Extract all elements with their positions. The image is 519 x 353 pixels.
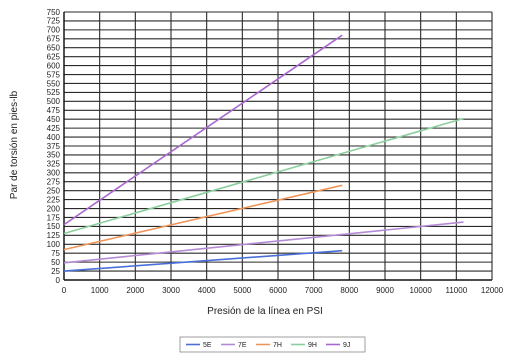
x-tick-label: 5000 [233, 286, 251, 295]
y-tick-label: 275 [47, 178, 61, 187]
y-tick-label: 500 [47, 97, 61, 106]
x-tick-label: 1000 [91, 286, 109, 295]
x-tick-label: 9000 [376, 286, 394, 295]
x-tick-label: 11000 [446, 286, 468, 295]
y-tick-label: 475 [47, 106, 61, 115]
y-tick-label: 150 [47, 222, 61, 231]
y-axis-label: Par de torsión en pies-lb [9, 90, 20, 199]
y-tick-label: 650 [47, 44, 61, 53]
x-tick-label: 10000 [410, 286, 433, 295]
y-tick-label: 200 [47, 204, 61, 213]
y-tick-label: 600 [47, 61, 61, 70]
y-tick-label: 400 [47, 133, 61, 142]
x-axis-label: Presión de la línea en PSI [207, 306, 323, 317]
x-tick-label: 4000 [198, 286, 216, 295]
legend-label-5e: 5E [203, 342, 212, 349]
x-tick-label: 8000 [340, 286, 358, 295]
series-line-5e [63, 249, 343, 272]
y-tick-label: 125 [47, 231, 61, 240]
legend: 5E 7E 7H 9H 9J [179, 336, 366, 353]
legend-label-7h: 7H [273, 342, 282, 349]
legend-label-9h: 9H [308, 342, 317, 349]
x-tick-label: 7000 [305, 286, 323, 295]
y-tick-label: 700 [47, 26, 61, 35]
x-tick-labels: 0 1000 2000 3000 4000 5000 6000 7000 8000 9000 100… [62, 286, 504, 295]
series-line-7h [63, 184, 343, 251]
x-tick-label: 6000 [269, 286, 287, 295]
legend-items: 5E 7E 7H 9H 9J [186, 342, 350, 349]
y-tick-label: 450 [47, 115, 61, 124]
y-tick-label: 725 [47, 17, 61, 26]
y-tick-label: 625 [47, 52, 61, 61]
series-line-7e [63, 221, 464, 264]
legend-label-7e: 7E [238, 342, 247, 349]
y-tick-label: 550 [47, 79, 61, 88]
y-tick-label: 25 [51, 267, 60, 276]
gridlines [63, 11, 493, 281]
y-tick-labels: 0255075100125150175200225250275300325350… [47, 8, 61, 285]
y-tick-label: 525 [47, 88, 61, 97]
x-tick-label: 0 [62, 286, 67, 295]
y-tick-label: 575 [47, 70, 61, 79]
y-tick-label: 50 [51, 258, 60, 267]
x-tick-label: 12000 [481, 286, 504, 295]
y-tick-label: 425 [47, 124, 61, 133]
y-tick-label: 750 [47, 8, 61, 17]
series-line-9j [63, 34, 343, 226]
series-line-9h [63, 117, 464, 235]
y-tick-label: 325 [47, 160, 61, 169]
y-tick-label: 225 [47, 195, 61, 204]
axes [63, 12, 492, 281]
y-tick-label: 75 [51, 249, 60, 258]
x-tick-label: 3000 [162, 286, 180, 295]
legend-box [179, 336, 366, 353]
legend-label-9j: 9J [343, 342, 350, 349]
y-tick-label: 175 [47, 213, 61, 222]
x-tick-label: 2000 [126, 286, 144, 295]
y-tick-label: 100 [47, 240, 61, 249]
y-tick-label: 0 [56, 276, 61, 285]
series-lines [63, 34, 464, 272]
y-tick-label: 300 [47, 169, 61, 178]
y-tick-label: 250 [47, 186, 61, 195]
y-tick-label: 675 [47, 35, 61, 44]
y-tick-label: 350 [47, 151, 61, 160]
y-tick-label: 375 [47, 142, 61, 151]
